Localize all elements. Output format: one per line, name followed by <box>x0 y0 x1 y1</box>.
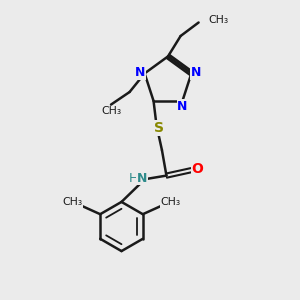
Text: H: H <box>129 172 138 185</box>
Text: N: N <box>135 66 145 79</box>
Text: CH₃: CH₃ <box>101 106 121 116</box>
Text: O: O <box>192 162 204 176</box>
Text: CH₃: CH₃ <box>208 14 228 25</box>
Text: N: N <box>137 172 147 185</box>
Text: N: N <box>191 66 201 79</box>
Text: CH₃: CH₃ <box>160 197 181 207</box>
Text: N: N <box>177 100 188 113</box>
Text: CH₃: CH₃ <box>62 197 83 207</box>
Text: S: S <box>154 121 164 135</box>
